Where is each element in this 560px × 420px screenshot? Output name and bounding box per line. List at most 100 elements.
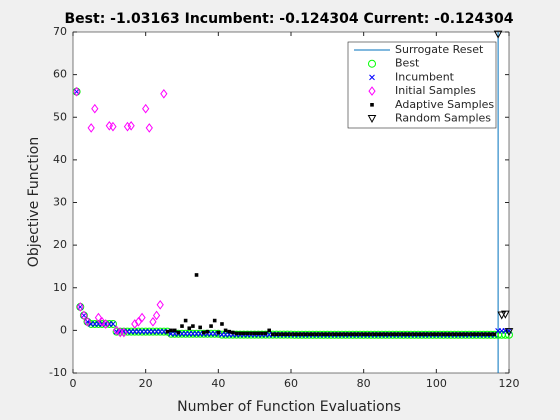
adaptive-marker — [343, 332, 348, 337]
adaptive-marker — [332, 332, 337, 337]
adaptive-marker — [409, 332, 413, 337]
initial-marker — [102, 319, 110, 329]
initial-marker — [131, 319, 139, 329]
adaptive-marker — [383, 332, 388, 337]
x-tick-label: 80 — [357, 377, 371, 390]
x-tick-label: 40 — [211, 377, 225, 390]
adaptive-marker — [463, 332, 468, 337]
adaptive-marker — [329, 332, 333, 337]
legend-label: Surrogate Reset — [395, 43, 484, 56]
adaptive-marker — [205, 329, 210, 334]
adaptive-marker — [169, 328, 173, 333]
initial-marker — [80, 310, 88, 321]
adaptive-marker — [445, 332, 450, 337]
initial-marker — [149, 317, 157, 327]
random-marker — [501, 310, 510, 319]
initial-marker — [142, 103, 150, 114]
initial-marker — [83, 317, 92, 327]
initial-marker — [112, 325, 121, 336]
y-tick-label: 0 — [60, 323, 67, 336]
adaptive-marker — [267, 328, 271, 333]
adaptive-marker — [354, 332, 359, 337]
adaptive-marker — [449, 332, 453, 337]
initial-marker — [94, 312, 103, 323]
initial-marker — [123, 121, 132, 132]
adaptive-marker — [441, 332, 446, 337]
y-tick-label: 70 — [53, 25, 67, 38]
adaptive-marker — [165, 329, 170, 334]
adaptive-marker — [281, 332, 286, 337]
y-tick-label: 40 — [53, 153, 67, 166]
adaptive-marker — [340, 332, 344, 337]
adaptive-marker — [241, 331, 246, 336]
axes-box — [72, 31, 510, 374]
legend-label: Incumbent — [395, 70, 455, 83]
incumbent-marker — [369, 74, 375, 81]
adaptive-marker — [380, 332, 384, 337]
legend-label: Random Samples — [395, 112, 491, 125]
adaptive-marker — [227, 329, 232, 334]
adaptive-marker — [427, 332, 431, 337]
adaptive-marker — [198, 325, 202, 330]
random-marker — [493, 30, 503, 39]
adaptive-marker — [474, 332, 479, 337]
adaptive-marker — [303, 332, 308, 337]
adaptive-marker — [456, 332, 460, 337]
adaptive-marker — [361, 332, 366, 337]
adaptive-marker — [318, 332, 322, 337]
adaptive-marker — [430, 332, 435, 337]
legend-label: Best — [395, 57, 420, 70]
adaptive-marker — [401, 332, 406, 337]
y-tick-label: 60 — [53, 68, 67, 81]
adaptive-marker — [452, 332, 457, 337]
adaptive-marker — [307, 332, 311, 337]
adaptive-marker — [300, 332, 304, 337]
adaptive-marker — [260, 331, 264, 336]
adaptive-marker — [194, 273, 199, 277]
adaptive-marker — [289, 332, 293, 337]
random-marker — [367, 115, 377, 124]
x-tick-label: 20 — [139, 377, 153, 390]
y-tick-label: -10 — [49, 366, 67, 379]
adaptive-marker — [325, 332, 330, 337]
y-tick-label: 50 — [53, 110, 67, 123]
initial-marker — [160, 88, 168, 99]
adaptive-marker — [238, 331, 242, 336]
legend-label: Initial Samples — [395, 84, 476, 97]
adaptive-marker — [234, 331, 239, 336]
legend-box — [347, 41, 497, 129]
adaptive-marker — [278, 332, 282, 337]
adaptive-marker — [321, 332, 326, 337]
adaptive-marker — [390, 332, 395, 337]
adaptive-marker — [263, 331, 268, 336]
adaptive-marker — [223, 328, 228, 333]
random-marker — [497, 311, 507, 320]
adaptive-marker — [220, 322, 224, 326]
adaptive-marker — [180, 324, 184, 328]
y-tick-label: 30 — [53, 196, 67, 209]
adaptive-marker — [187, 326, 192, 331]
adaptive-marker — [394, 332, 399, 337]
adaptive-marker — [416, 332, 420, 337]
adaptive-marker — [470, 332, 475, 337]
initial-marker — [138, 312, 146, 323]
chart-title: Best: -1.03163 Incumbent: -0.124304 Curr… — [65, 11, 514, 27]
y-tick-label: 20 — [53, 238, 67, 251]
adaptive-marker — [245, 331, 250, 336]
initial-marker — [98, 317, 106, 327]
initial-marker — [145, 123, 153, 133]
x-tick-label: 0 — [70, 377, 77, 390]
adaptive-marker — [365, 332, 370, 337]
adaptive-marker — [376, 332, 380, 337]
adaptive-marker — [358, 332, 362, 337]
adaptive-marker — [314, 332, 319, 337]
adaptive-marker — [369, 332, 373, 337]
incumbent-marker — [110, 321, 116, 327]
adaptive-marker — [492, 332, 497, 337]
y-tick-label: 10 — [53, 281, 67, 294]
initial-marker — [152, 310, 161, 321]
adaptive-marker — [485, 332, 489, 337]
adaptive-marker — [481, 332, 486, 337]
adaptive-marker — [231, 330, 235, 335]
